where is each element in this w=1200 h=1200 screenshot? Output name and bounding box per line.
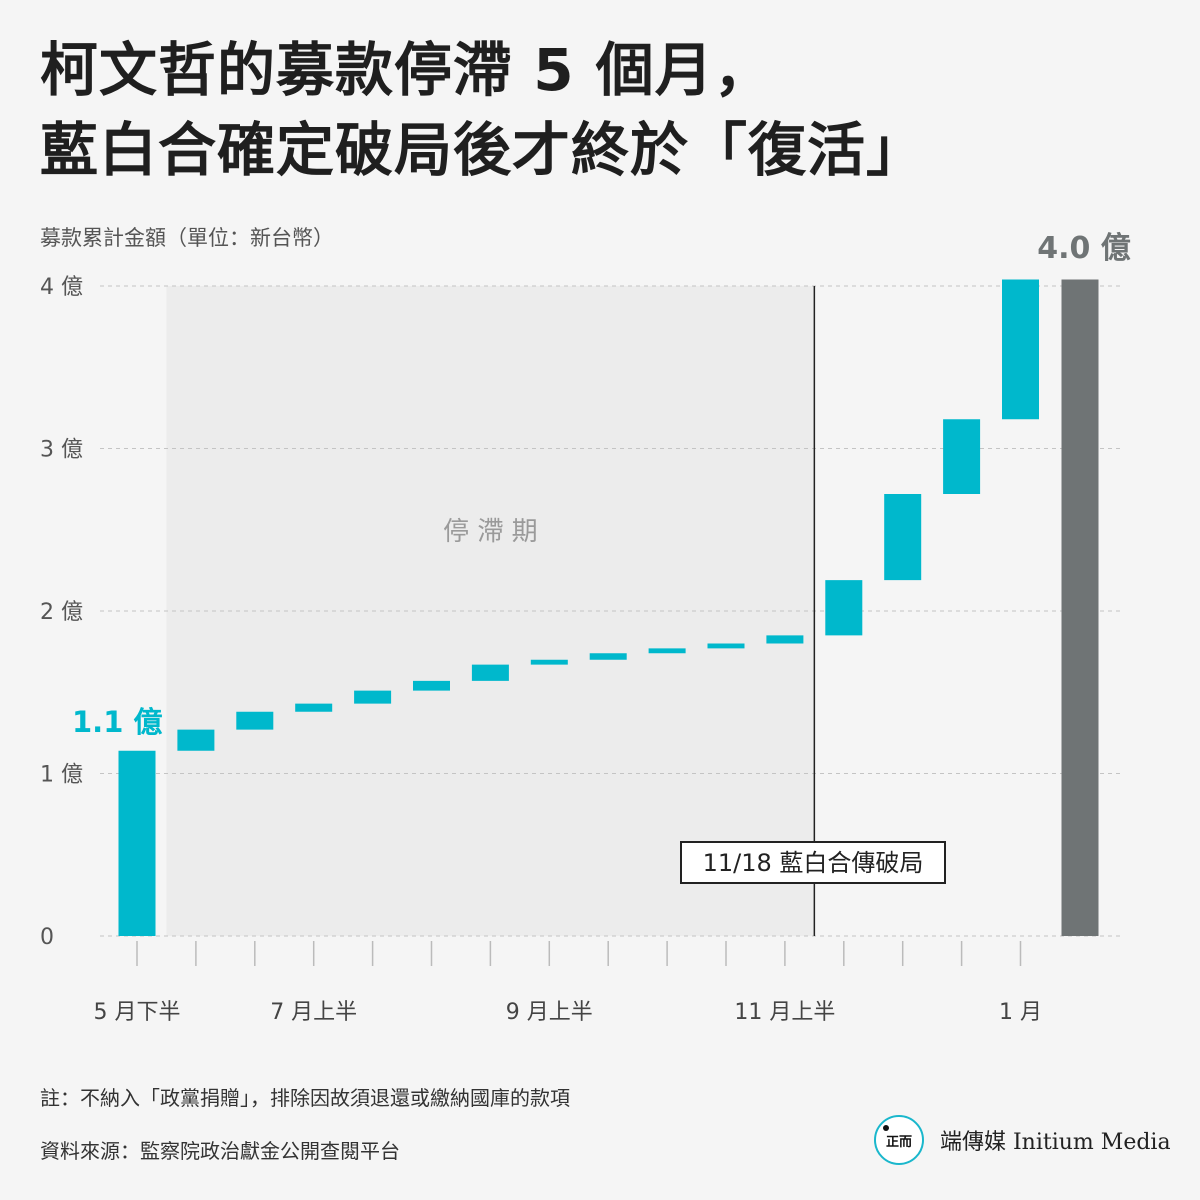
step-bar-7 (530, 659, 568, 665)
chart-title-line1: 柯文哲的募款停滯 5 個月， (40, 36, 773, 104)
step-bar-10 (707, 643, 745, 649)
x-tick-label-1: 7 月上半 (270, 1000, 357, 1025)
footnote-note: 註：不納入「政黨捐贈」，排除因故須退還或繳納國庫的款項 (40, 1086, 570, 1110)
step-bar-5 (413, 680, 450, 691)
step-bar-3 (295, 703, 333, 712)
step-bar-14 (943, 419, 981, 494)
step-bar-6 (471, 664, 509, 681)
step-bar-13 (884, 494, 922, 581)
waterfall-chart: 停 滯 期 0 1 億 2 億 3 億 4 億 5 月下半 7 月上半 9 月上半 11 月上半 1… (40, 231, 1131, 1025)
step-bar-15 (1002, 279, 1039, 420)
step-bar-1 (177, 729, 215, 751)
step-bar-4 (354, 690, 392, 704)
stagnation-label: 停 滯 期 (443, 517, 538, 547)
y-tick-label-3: 3 億 (40, 438, 83, 463)
y-tick-label-0: 0 (40, 925, 54, 950)
step-bar-0 (118, 750, 156, 936)
x-tick-label-0: 5 月下半 (94, 1000, 181, 1025)
x-tick-label-4: 1 月 (999, 1000, 1042, 1025)
event-label: 11/18 藍白合傳破局 (703, 849, 924, 877)
chart-title: 柯文哲的募款停滯 5 個月， 藍白合確定破局後才終於「復活」 (40, 30, 1160, 190)
logo-mark-text: 正而 (885, 1134, 912, 1150)
total-label: 4.0 億 (1037, 231, 1131, 266)
y-tick-label-1: 1 億 (40, 763, 83, 788)
total-bar (1061, 279, 1099, 936)
y-tick-label-4: 4 億 (40, 275, 83, 300)
step-bar-12 (825, 580, 863, 636)
step-bar-11 (766, 635, 804, 644)
x-tick-label-3: 11 月上半 (734, 1000, 835, 1025)
logo-mark-icon: 正而 (874, 1115, 924, 1165)
step-bar-2 (236, 711, 274, 730)
x-tick-label-2: 9 月上半 (506, 1000, 593, 1025)
step-bar-9 (648, 648, 686, 654)
publisher-logo: 正而 端傳媒 Initium Media (874, 1112, 1171, 1168)
stagnation-shade (166, 286, 815, 936)
chart-title-line2: 藍白合確定破局後才終於「復活」 (40, 116, 926, 184)
start-label: 1.1 億 (72, 705, 162, 739)
footnote-source: 資料來源：監察院政治獻金公開查閱平台 (40, 1139, 400, 1163)
logo-text: 端傳媒 Initium Media (940, 1130, 1171, 1155)
y-tick-label-2: 2 億 (40, 600, 83, 625)
event-label-box (680, 841, 946, 884)
step-bar-8 (589, 653, 627, 660)
chart-subtitle: 募款累計金額（單位：新台幣） (40, 226, 334, 250)
